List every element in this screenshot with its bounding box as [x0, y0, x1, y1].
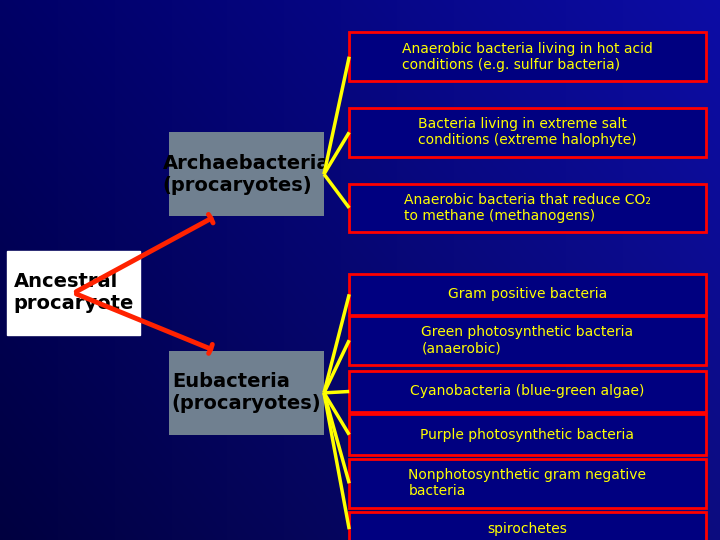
Text: Cyanobacteria (blue-green algae): Cyanobacteria (blue-green algae)	[410, 384, 644, 399]
Text: Anaerobic bacteria that reduce CO₂
to methane (methanogens): Anaerobic bacteria that reduce CO₂ to me…	[404, 193, 651, 223]
Text: Nonphotosynthetic gram negative
bacteria: Nonphotosynthetic gram negative bacteria	[408, 468, 647, 498]
FancyBboxPatch shape	[349, 512, 706, 540]
FancyBboxPatch shape	[349, 316, 706, 364]
Text: Anaerobic bacteria living in hot acid
conditions (e.g. sulfur bacteria): Anaerobic bacteria living in hot acid co…	[402, 42, 653, 72]
FancyBboxPatch shape	[349, 108, 706, 157]
FancyBboxPatch shape	[349, 184, 706, 232]
Text: Gram positive bacteria: Gram positive bacteria	[448, 287, 607, 301]
FancyBboxPatch shape	[7, 251, 140, 335]
FancyBboxPatch shape	[349, 274, 706, 314]
Text: Archaebacteria
(procaryotes): Archaebacteria (procaryotes)	[163, 154, 330, 194]
Text: Green photosynthetic bacteria
(anaerobic): Green photosynthetic bacteria (anaerobic…	[421, 325, 634, 355]
Text: Purple photosynthetic bacteria: Purple photosynthetic bacteria	[420, 428, 634, 442]
Text: Eubacteria
(procaryotes): Eubacteria (procaryotes)	[172, 373, 321, 413]
FancyBboxPatch shape	[169, 351, 324, 435]
FancyBboxPatch shape	[349, 372, 706, 411]
Text: spirochetes: spirochetes	[487, 522, 567, 536]
Text: Bacteria living in extreme salt
conditions (extreme halophyte): Bacteria living in extreme salt conditio…	[418, 117, 636, 147]
Text: Ancestral
procaryote: Ancestral procaryote	[14, 273, 134, 313]
FancyBboxPatch shape	[169, 132, 324, 216]
FancyBboxPatch shape	[349, 459, 706, 508]
FancyBboxPatch shape	[349, 32, 706, 81]
FancyBboxPatch shape	[349, 415, 706, 455]
